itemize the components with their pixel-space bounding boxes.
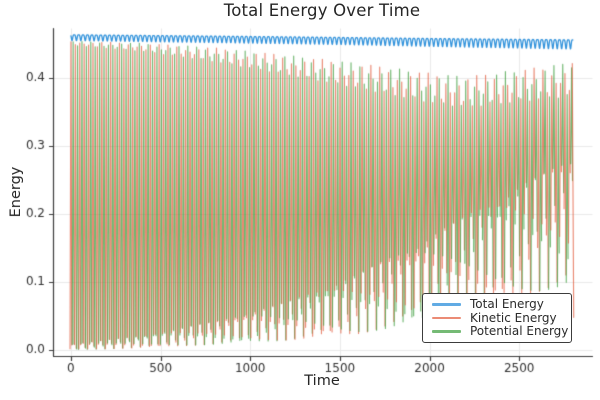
legend-label-total-energy: Total Energy xyxy=(470,297,544,311)
legend-item-potential-energy: Potential Energy xyxy=(432,325,568,338)
legend-item-total-energy: Total Energy xyxy=(432,298,563,311)
legend-line-potential-energy-icon xyxy=(432,330,461,333)
chart-title: Total Energy Over Time xyxy=(223,1,421,20)
legend-line-kinetic-energy-icon xyxy=(432,316,461,320)
x-axis-label: Time xyxy=(304,373,340,389)
legend: Total Energy Kinetic Energy Potential En… xyxy=(422,293,572,343)
legend-label-kinetic-energy: Kinetic Energy xyxy=(470,310,557,325)
legend-label-potential-energy: Potential Energy xyxy=(470,324,569,338)
legend-item-kinetic-energy: Kinetic Energy xyxy=(432,310,563,325)
y-axis-label: Energy xyxy=(8,166,24,218)
legend-line-total-energy-icon xyxy=(432,303,461,306)
